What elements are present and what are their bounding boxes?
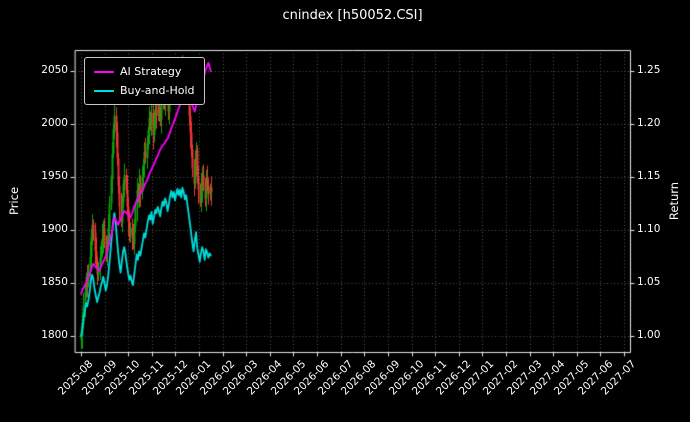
ai-strategy-line-swatch	[94, 70, 114, 73]
left-axis-label: Price	[7, 186, 21, 216]
buy-and-hold-line-swatch	[94, 89, 114, 92]
legend-item-buy-and-hold: Buy-and-Hold	[94, 84, 195, 97]
legend-item-ai-strategy: AI Strategy	[94, 65, 195, 78]
legend-label-buy-and-hold: Buy-and-Hold	[120, 84, 195, 97]
legend-label-ai-strategy: AI Strategy	[120, 65, 182, 78]
legend: AI Strategy Buy-and-Hold	[84, 57, 205, 105]
right-axis-label: Return	[667, 181, 681, 221]
chart-title: cnindex [h50052.CSI]	[282, 8, 423, 23]
